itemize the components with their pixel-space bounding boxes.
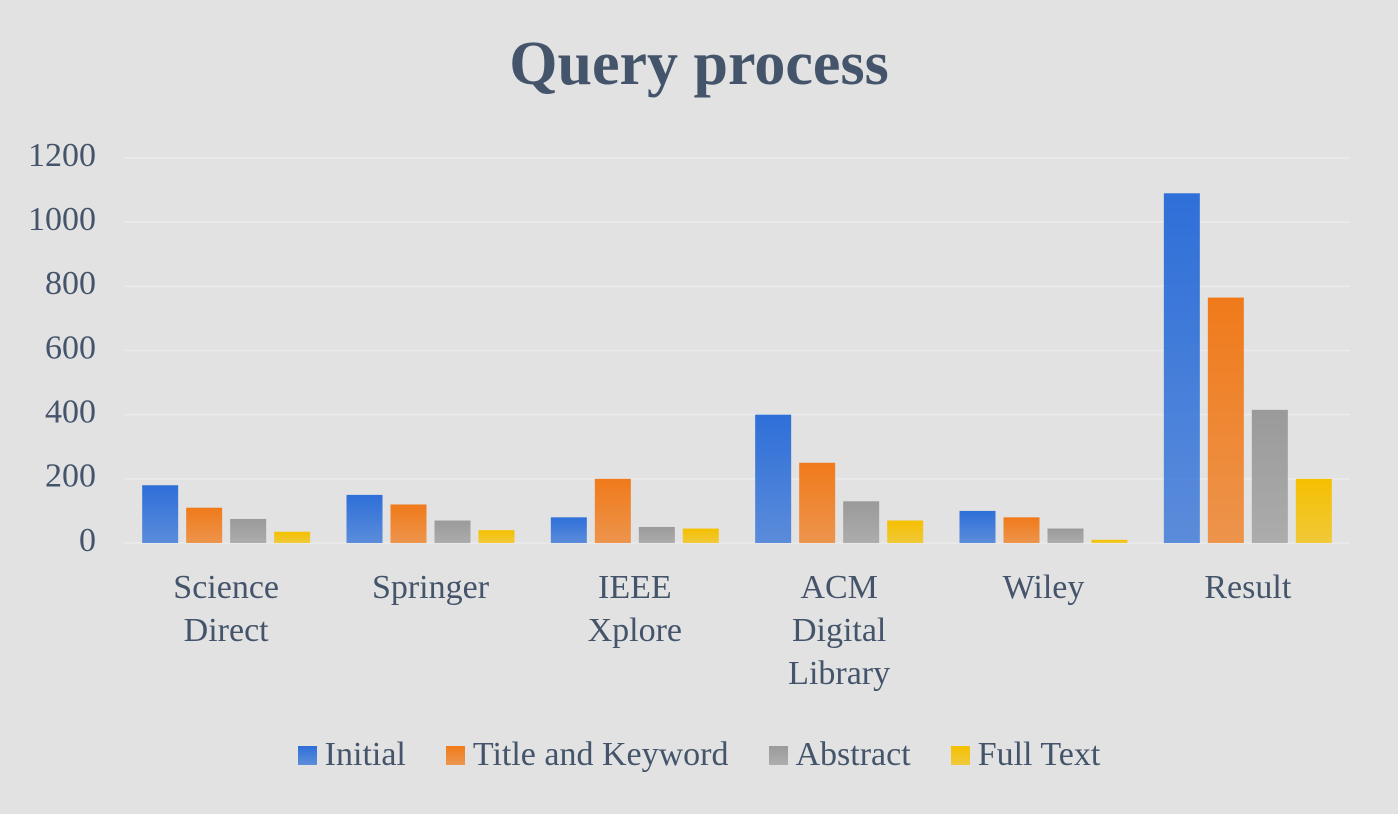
bar bbox=[346, 494, 383, 543]
bar bbox=[799, 462, 836, 543]
legend-swatch bbox=[950, 745, 970, 765]
bar bbox=[755, 414, 792, 543]
bar bbox=[1091, 539, 1128, 543]
bar bbox=[186, 507, 223, 543]
legend-label: Full Text bbox=[977, 736, 1101, 773]
y-tick-label: 600 bbox=[45, 329, 96, 366]
x-tick-label: IEEE Xplore bbox=[587, 569, 683, 649]
x-tick-label: Science Direct bbox=[173, 569, 280, 649]
legend-label: Abstract bbox=[795, 736, 911, 773]
legend-swatch bbox=[445, 745, 465, 765]
bar bbox=[142, 485, 179, 543]
legend-item: Initial bbox=[297, 736, 406, 774]
bar bbox=[887, 520, 924, 543]
bar bbox=[434, 520, 471, 543]
bar bbox=[638, 526, 675, 543]
bar bbox=[550, 517, 587, 543]
y-tick-label: 0 bbox=[79, 522, 96, 559]
legend: Initial Title and Keyword Abstract Full Tex… bbox=[0, 736, 1398, 774]
legend-swatch bbox=[768, 745, 788, 765]
bar bbox=[682, 528, 719, 543]
x-tick-label: ACM Digital Library bbox=[788, 569, 891, 692]
legend-item: Abstract bbox=[768, 736, 911, 774]
y-tick-label: 800 bbox=[45, 265, 96, 302]
y-tick-label: 1000 bbox=[28, 201, 96, 238]
legend-item: Title and Keyword bbox=[445, 736, 729, 774]
bar bbox=[390, 504, 427, 543]
legend-swatch bbox=[297, 745, 317, 765]
bar bbox=[1251, 409, 1288, 543]
y-tick-label: 1200 bbox=[28, 137, 96, 174]
legend-item: Full Text bbox=[950, 736, 1101, 774]
y-tick-label: 400 bbox=[45, 393, 96, 430]
bar bbox=[1047, 528, 1084, 543]
x-tick-label: Wiley bbox=[1002, 569, 1085, 606]
x-tick-label: Result bbox=[1204, 569, 1292, 606]
legend-label: Title and Keyword bbox=[472, 736, 729, 773]
x-tick-label: Springer bbox=[371, 569, 490, 606]
legend-label: Initial bbox=[324, 736, 406, 773]
bar bbox=[1003, 517, 1040, 543]
chart-title: Query process bbox=[509, 30, 888, 98]
y-tick-label: 200 bbox=[45, 458, 96, 495]
bar bbox=[1163, 193, 1200, 543]
bar bbox=[1207, 297, 1244, 543]
bar bbox=[959, 510, 996, 543]
bar bbox=[843, 501, 880, 543]
bar bbox=[274, 531, 311, 543]
bar bbox=[1295, 478, 1332, 543]
bar bbox=[594, 478, 631, 543]
bar bbox=[230, 518, 267, 543]
bar bbox=[478, 530, 515, 543]
